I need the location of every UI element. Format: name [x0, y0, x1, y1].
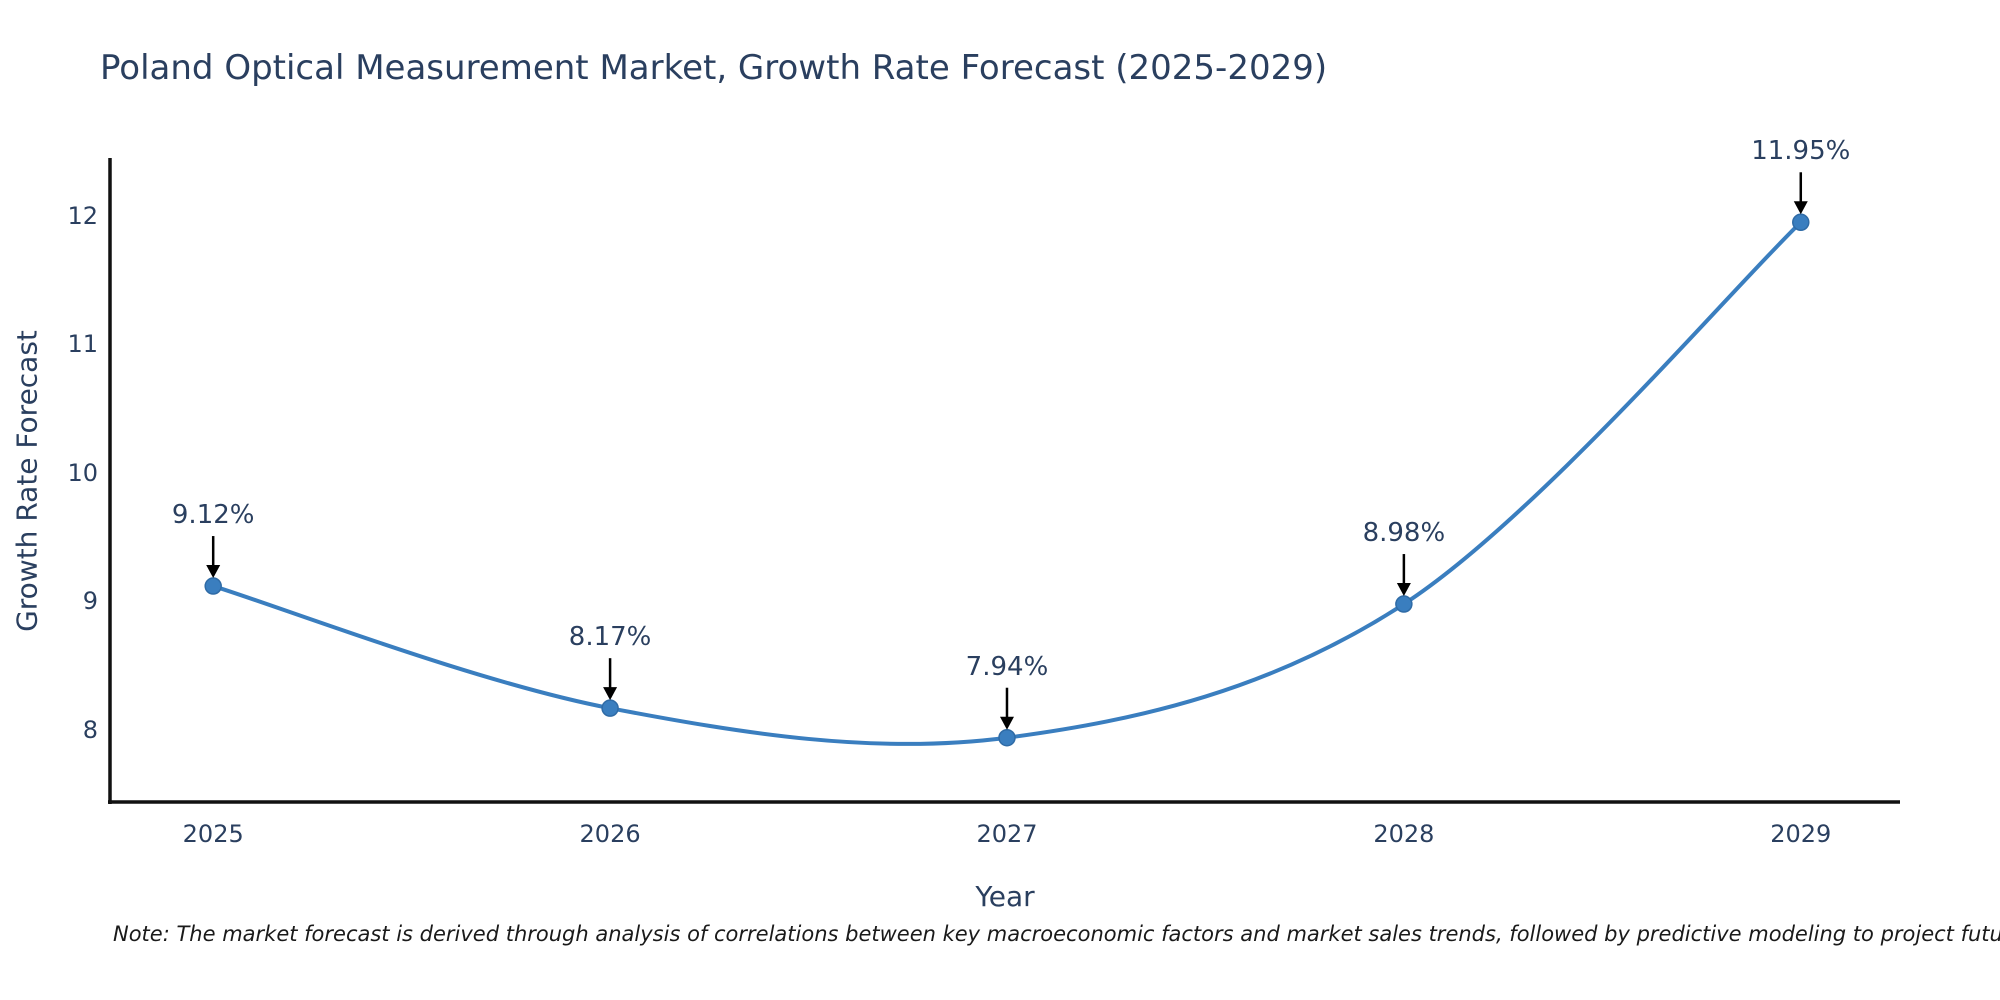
- data-point-marker: [998, 728, 1016, 747]
- point-value-label: 7.94%: [965, 651, 1049, 682]
- point-value-label: 8.98%: [1362, 518, 1446, 549]
- point-value-label: 11.95%: [1751, 136, 1851, 167]
- data-point-marker: [204, 577, 222, 595]
- x-tick-label: 2029: [1770, 820, 1832, 848]
- annotation-arrowhead-icon: [1793, 201, 1808, 215]
- data-point-marker: [1395, 595, 1413, 613]
- x-tick-label: 2027: [976, 820, 1038, 848]
- annotation-arrowhead-icon: [603, 687, 618, 701]
- data-point-marker: [1792, 213, 1810, 232]
- annotation-arrowhead-icon: [999, 716, 1014, 730]
- y-tick-label: 12: [67, 201, 98, 230]
- y-tick-label: 11: [67, 330, 98, 359]
- annotation-arrowhead-icon: [1396, 583, 1411, 597]
- point-value-label: 9.12%: [171, 500, 255, 531]
- chart-title: Poland Optical Measurement Market, Growt…: [100, 48, 1328, 88]
- x-axis-title: Year: [975, 880, 1035, 913]
- annotation-arrowhead-icon: [206, 565, 221, 579]
- footnote: Note: The market forecast is derived thr…: [113, 922, 2000, 946]
- y-tick-label: 8: [82, 716, 98, 745]
- x-tick-label: 2025: [182, 820, 244, 848]
- point-value-label: 8.17%: [568, 622, 652, 653]
- data-point-marker: [601, 699, 619, 717]
- forecast-line: [212, 220, 1803, 746]
- y-tick-label: 10: [67, 458, 98, 487]
- y-tick-label: 9: [82, 587, 98, 616]
- x-tick-label: 2028: [1373, 820, 1435, 848]
- x-tick-label: 2026: [579, 820, 641, 848]
